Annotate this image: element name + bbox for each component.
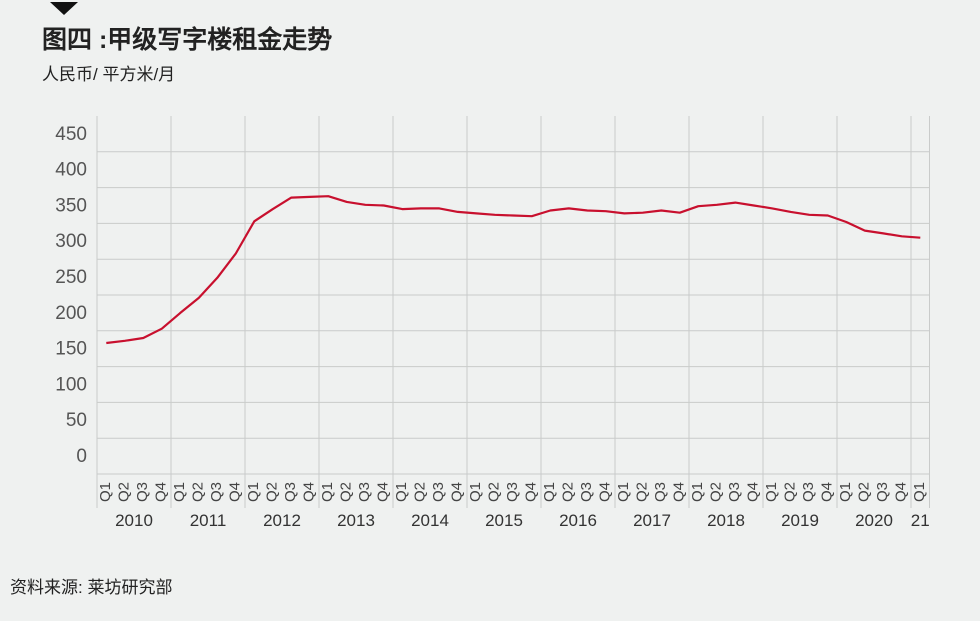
x-tick-label: Q3 <box>134 482 151 502</box>
x-tick-label: Q1 <box>245 482 262 502</box>
year-label: 2017 <box>633 511 671 530</box>
x-tick-label: Q3 <box>282 482 299 502</box>
year-label: 2019 <box>781 511 819 530</box>
y-tick-label: 100 <box>55 374 87 395</box>
x-tick-label: Q3 <box>504 482 521 502</box>
y-tick-label: 350 <box>55 195 87 216</box>
y-tick-label: 250 <box>55 267 87 288</box>
y-tick-label: 0 <box>76 446 87 467</box>
x-tick-label: Q4 <box>227 482 244 502</box>
x-tick-label: Q1 <box>911 482 928 502</box>
x-tick-label: Q2 <box>634 482 651 502</box>
marker <box>50 2 78 15</box>
x-tick-label: Q1 <box>763 482 780 502</box>
source: 资料来源: 莱坊研究部 <box>10 578 172 597</box>
x-tick-label: Q3 <box>430 482 447 502</box>
y-tick-label: 400 <box>55 160 87 181</box>
year-label: 2011 <box>190 511 227 530</box>
x-tick-label: Q2 <box>264 482 281 502</box>
x-tick-label: Q3 <box>208 482 225 502</box>
x-tick-label: Q4 <box>819 482 836 502</box>
x-tick-label: Q2 <box>560 482 577 502</box>
x-tick-label: Q2 <box>486 482 503 502</box>
x-tick-label: Q1 <box>541 482 558 502</box>
year-label: 21 <box>911 511 930 530</box>
x-tick-label: Q2 <box>190 482 207 502</box>
chart-subtitle: 人民币/ 平方米/月 <box>42 65 175 84</box>
year-label: 2014 <box>411 511 449 530</box>
x-tick-label: Q2 <box>338 482 355 502</box>
x-tick-label: Q2 <box>782 482 799 502</box>
y-tick-label: 450 <box>55 124 87 145</box>
x-tick-label: Q2 <box>708 482 725 502</box>
x-tick-label: Q3 <box>652 482 669 502</box>
x-tick-label: Q1 <box>467 482 484 502</box>
y-tick-label: 200 <box>55 303 87 324</box>
year-label: 2012 <box>263 511 301 530</box>
x-tick-label: Q3 <box>874 482 891 502</box>
year-label: 2013 <box>337 511 375 530</box>
x-tick-label: Q4 <box>745 482 762 502</box>
y-tick-label: 150 <box>55 339 87 360</box>
y-tick-label: 300 <box>55 231 87 252</box>
x-tick-label: Q1 <box>97 482 114 502</box>
year-label: 2018 <box>707 511 745 530</box>
x-tick-label: Q4 <box>671 482 688 502</box>
year-label: 2020 <box>855 511 893 530</box>
y-tick-label: 50 <box>66 410 87 431</box>
x-tick-label: Q3 <box>356 482 373 502</box>
x-tick-label: Q2 <box>856 482 873 502</box>
x-tick-label: Q3 <box>726 482 743 502</box>
year-label: 2016 <box>559 511 597 530</box>
x-tick-label: Q1 <box>837 482 854 502</box>
year-label: 2010 <box>115 511 153 530</box>
x-tick-label: Q4 <box>153 482 170 502</box>
x-tick-label: Q3 <box>578 482 595 502</box>
data-line <box>106 195 921 345</box>
x-tick-label: Q4 <box>597 482 614 502</box>
x-tick-label: Q2 <box>412 482 429 502</box>
x-tick-label: Q4 <box>449 482 466 502</box>
chart-title: 图四 :甲级写字楼租金走势 <box>42 25 332 54</box>
x-tick-label: Q1 <box>319 482 336 502</box>
x-tick-label: Q4 <box>301 482 318 502</box>
x-tick-label: Q4 <box>893 482 910 502</box>
x-tick-label: Q1 <box>393 482 410 502</box>
x-tick-label: Q4 <box>523 482 540 502</box>
x-tick-label: Q1 <box>615 482 632 502</box>
x-tick-label: Q4 <box>375 482 392 502</box>
year-label: 2015 <box>485 511 523 530</box>
x-tick-label: Q3 <box>800 482 817 502</box>
x-tick-label: Q1 <box>689 482 706 502</box>
x-tick-label: Q1 <box>171 482 188 502</box>
x-tick-label: Q2 <box>116 482 133 502</box>
